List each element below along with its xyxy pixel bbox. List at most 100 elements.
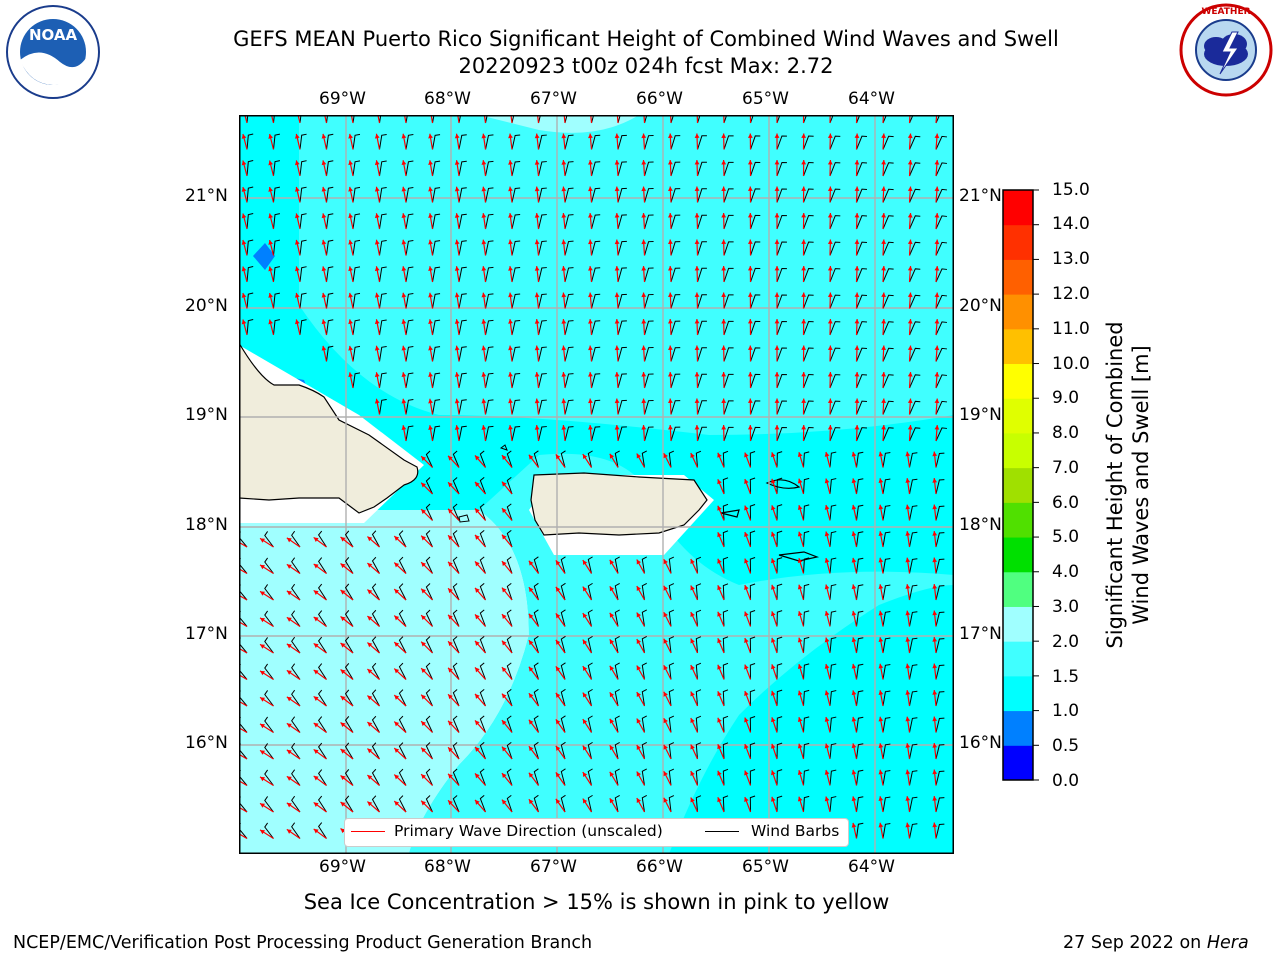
wind-barb [856,241,867,256]
wave-arrow-head [881,186,887,192]
wave-arrow-head [508,292,513,298]
wave-arrow-head [851,690,857,696]
wind-barb [425,450,433,468]
wave-arrow-head [534,160,540,165]
wave-arrow-head [636,665,642,671]
wind-barb [722,503,729,521]
wave-arrow-head [717,452,722,458]
wind-barb [352,345,361,362]
wind-barb [803,742,810,760]
wave-arrow-head [401,133,407,139]
wave-arrow-head [881,345,887,351]
wind-barb [668,636,675,654]
wave-arrow-head [508,372,513,377]
wind-barb [352,372,361,389]
wave-arrow-head [421,694,426,700]
wind-barb [485,187,494,203]
wave-arrow-head [367,722,373,727]
wind-barb [750,161,761,177]
wave-arrow-head [454,398,460,404]
wave-arrow-head [448,667,453,673]
wind-barb [722,795,729,813]
wave-arrow-head [588,213,593,218]
colorbar-tick: 8.0 [1052,423,1080,443]
wave-arrow-head [878,716,884,722]
wave-arrow-head [614,398,620,404]
wind-barb [564,134,574,150]
wind-barb [750,320,761,336]
wind-barb [803,530,810,548]
wind-barb [452,450,460,468]
wind-barb [670,426,681,442]
wave-arrow-head [721,345,727,350]
wind-barb [273,133,281,150]
wave-arrow-head [321,133,327,139]
wind-barb [273,319,281,336]
wave-arrow-head [428,345,433,351]
wave-arrow-head [641,425,647,430]
wave-arrow-head [690,664,695,670]
colorbar-tick: 0.0 [1052,771,1080,791]
wind-barb [560,688,566,707]
wind-barb [299,160,307,177]
wave-arrow-head [481,292,487,298]
wave-arrow-head [878,743,884,749]
footer-branch: NCEP/EMC/Verification Post Processing Pr… [13,933,593,953]
colorbar-segment [1003,502,1033,538]
wave-arrow-head [824,452,830,457]
wave-arrow-head [668,160,673,165]
wave-arrow-head [878,584,884,590]
wind-barb [856,584,864,601]
wave-arrow-head [668,425,673,430]
wind-barb [485,425,494,442]
wave-arrow-head [797,690,803,696]
wave-arrow-head [881,213,887,218]
wind-barb [538,134,547,150]
wave-arrow-head [241,319,247,325]
lon-label-top: 69°W [319,89,366,109]
wind-barb [479,609,486,627]
wave-arrow-head [934,345,940,351]
wind-barb [829,769,837,786]
wind-barb [882,452,891,468]
wind-barb [935,374,948,389]
wind-barb [425,477,433,495]
wave-arrow-head [428,266,433,271]
wind-barb [533,450,539,468]
wave-arrow-head [905,610,911,616]
wave-arrow-head [721,239,727,244]
wave-arrow-head [534,345,540,351]
colorbar-tick: 7.0 [1052,458,1080,478]
colorbar-segment [1003,710,1033,746]
wind-barb [935,115,941,124]
legend-wind-barbs: Wind Barbs [751,822,840,840]
wave-arrow-head [561,425,567,430]
colorbar-segment [1003,328,1033,365]
wind-barb [935,585,945,601]
wave-arrow-head [824,531,830,537]
wind-barb [458,187,467,203]
wave-arrow-head [614,213,620,218]
wind-barb [432,187,441,203]
wind-barb [506,794,513,813]
wind-barb [882,611,891,627]
wave-arrow-head [481,213,487,218]
wind-barb [587,662,593,680]
contour-zone-light-north [479,115,639,133]
wind-barb [264,796,274,813]
wind-barb [695,450,702,468]
wind-barb [935,638,945,654]
wind-barb [668,795,675,813]
wave-arrow-head [528,666,534,672]
wave-arrow-head [614,266,620,271]
wave-arrow-head [636,691,642,697]
wind-barb [533,794,539,813]
wave-arrow-head [555,772,561,778]
wave-arrow-head [428,186,433,192]
wind-barb [750,400,761,415]
lon-label-bottom: 66°W [636,857,683,877]
wave-arrow-head [636,718,642,724]
wind-barb [697,373,707,389]
colorbar-tick: 1.0 [1052,701,1080,721]
wave-arrow-head [934,266,940,271]
